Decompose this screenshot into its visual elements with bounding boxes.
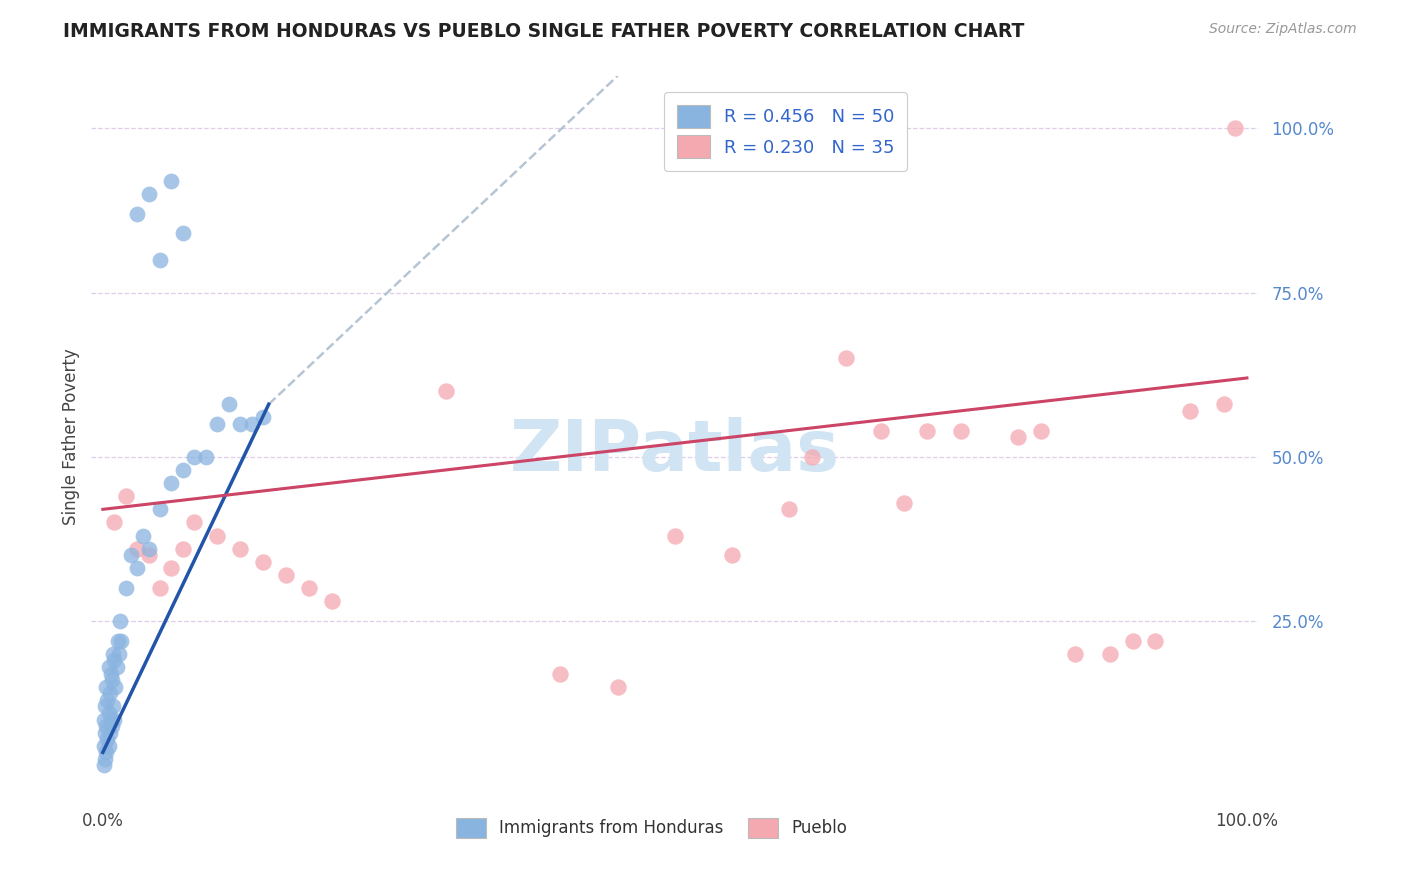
Point — [229, 541, 252, 556]
Point — [93, 758, 115, 772]
Legend: Immigrants from Honduras, Pueblo: Immigrants from Honduras, Pueblo — [449, 812, 855, 844]
Point — [721, 549, 744, 563]
Point — [869, 424, 891, 438]
Point — [94, 699, 117, 714]
Point — [97, 660, 120, 674]
Point — [105, 660, 128, 674]
Point — [100, 666, 122, 681]
Point — [98, 725, 121, 739]
Point — [218, 397, 240, 411]
Point — [1029, 424, 1052, 438]
Point — [160, 561, 183, 575]
Point — [97, 739, 120, 753]
Point — [801, 450, 824, 464]
Point — [108, 614, 131, 628]
Point — [274, 568, 297, 582]
Point — [103, 653, 125, 667]
Point — [94, 725, 117, 739]
Point — [107, 633, 129, 648]
Point — [120, 549, 142, 563]
Point — [149, 581, 172, 595]
Point — [606, 680, 628, 694]
Point — [127, 561, 149, 575]
Point — [664, 528, 686, 542]
Point — [114, 489, 136, 503]
Point — [127, 541, 149, 556]
Point — [103, 516, 125, 530]
Point — [101, 719, 124, 733]
Point — [172, 541, 194, 556]
Point — [138, 541, 160, 556]
Point — [108, 647, 131, 661]
Point — [96, 719, 118, 733]
Point — [949, 424, 972, 438]
Text: IMMIGRANTS FROM HONDURAS VS PUEBLO SINGLE FATHER POVERTY CORRELATION CHART: IMMIGRANTS FROM HONDURAS VS PUEBLO SINGL… — [63, 22, 1025, 41]
Point — [93, 713, 115, 727]
Point — [183, 450, 205, 464]
Y-axis label: Single Father Poverty: Single Father Poverty — [62, 349, 80, 525]
Point — [1007, 430, 1029, 444]
Point — [110, 633, 132, 648]
Point — [98, 686, 121, 700]
Point — [778, 502, 800, 516]
Point — [1098, 647, 1121, 661]
Point — [893, 496, 915, 510]
Point — [132, 528, 155, 542]
Point — [96, 693, 118, 707]
Point — [103, 713, 125, 727]
Text: Source: ZipAtlas.com: Source: ZipAtlas.com — [1209, 22, 1357, 37]
Point — [434, 384, 457, 398]
Point — [207, 417, 229, 431]
Point — [96, 732, 118, 747]
Point — [229, 417, 252, 431]
Point — [835, 351, 858, 366]
Point — [1178, 404, 1201, 418]
Point — [96, 680, 118, 694]
Point — [149, 502, 172, 516]
Point — [138, 549, 160, 563]
Point — [915, 424, 938, 438]
Point — [194, 450, 217, 464]
Point — [1121, 633, 1143, 648]
Point — [100, 713, 122, 727]
Point — [172, 227, 194, 241]
Point — [1064, 647, 1087, 661]
Point — [160, 476, 183, 491]
Point — [160, 174, 183, 188]
Point — [96, 745, 118, 759]
Point — [114, 581, 136, 595]
Point — [127, 207, 149, 221]
Point — [101, 647, 124, 661]
Point — [1144, 633, 1167, 648]
Point — [101, 699, 124, 714]
Point — [252, 410, 274, 425]
Point — [183, 516, 205, 530]
Point — [321, 594, 343, 608]
Point — [93, 739, 115, 753]
Text: ZIPatlas: ZIPatlas — [510, 417, 839, 486]
Point — [97, 706, 120, 720]
Point — [298, 581, 321, 595]
Point — [94, 752, 117, 766]
Point — [172, 463, 194, 477]
Point — [550, 666, 572, 681]
Point — [207, 528, 229, 542]
Point — [101, 673, 124, 687]
Point — [138, 187, 160, 202]
Point — [104, 680, 127, 694]
Point — [1213, 397, 1236, 411]
Point — [1225, 121, 1247, 136]
Point — [252, 555, 274, 569]
Point — [149, 252, 172, 267]
Point — [240, 417, 263, 431]
